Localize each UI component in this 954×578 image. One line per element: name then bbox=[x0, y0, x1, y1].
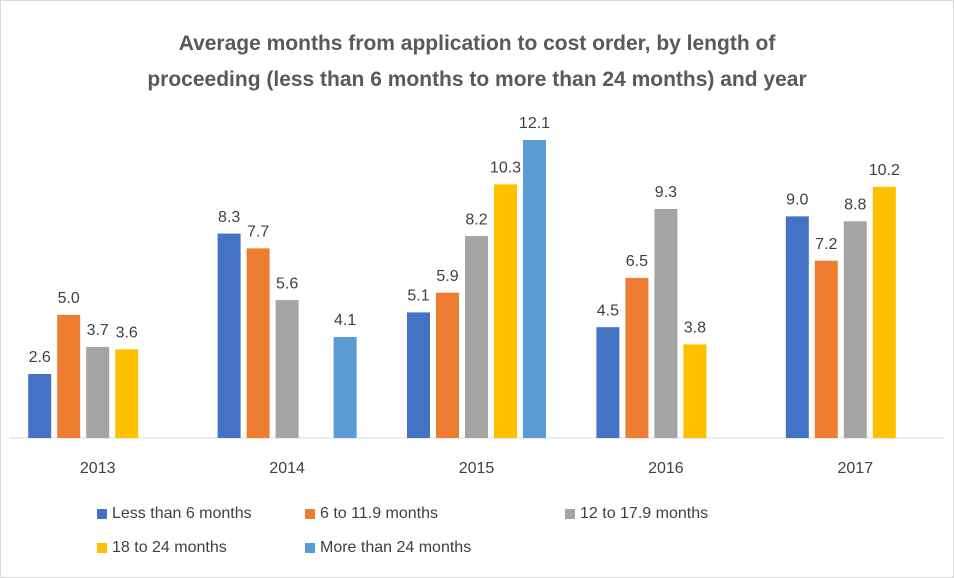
bar bbox=[217, 233, 241, 438]
bar bbox=[246, 248, 270, 438]
data-label: 7.7 bbox=[247, 224, 269, 241]
data-label: 7.2 bbox=[815, 236, 837, 253]
legend-label: More than 24 months bbox=[320, 539, 471, 556]
legend-label: Less than 6 months bbox=[112, 505, 252, 522]
data-label: 9.0 bbox=[786, 192, 808, 209]
data-label: 3.8 bbox=[684, 320, 706, 337]
bar bbox=[683, 344, 707, 438]
legend-swatch bbox=[305, 543, 315, 553]
bar bbox=[465, 236, 488, 438]
legend-swatch bbox=[305, 509, 315, 519]
data-label: 9.3 bbox=[655, 184, 677, 201]
data-label: 8.3 bbox=[218, 209, 240, 226]
data-label: 8.2 bbox=[465, 211, 487, 228]
legend-swatch bbox=[97, 509, 107, 519]
data-label: 5.0 bbox=[58, 290, 80, 307]
bar bbox=[28, 373, 52, 438]
legend-label: 12 to 17.9 months bbox=[580, 505, 708, 522]
data-label: 5.9 bbox=[436, 268, 458, 285]
x-tick-label: 2014 bbox=[269, 460, 305, 477]
bar bbox=[115, 349, 139, 438]
bar bbox=[57, 314, 81, 438]
x-tick-label: 2013 bbox=[80, 460, 116, 477]
legend-label: 6 to 11.9 months bbox=[320, 505, 438, 522]
bar bbox=[596, 327, 620, 438]
chart-title: Average months from application to cost … bbox=[147, 32, 807, 91]
bar bbox=[654, 208, 678, 438]
data-label: 3.6 bbox=[116, 325, 138, 342]
data-label: 10.2 bbox=[869, 162, 900, 179]
bar bbox=[785, 216, 809, 438]
data-label: 4.5 bbox=[597, 302, 619, 319]
data-label: 5.6 bbox=[276, 275, 298, 292]
bar bbox=[436, 292, 459, 438]
data-label: 5.1 bbox=[407, 288, 429, 305]
bar bbox=[843, 221, 867, 438]
data-label: 4.1 bbox=[334, 312, 356, 329]
bar bbox=[407, 312, 430, 438]
x-tick-label: 2015 bbox=[459, 460, 495, 477]
data-label: 6.5 bbox=[626, 253, 648, 270]
bar bbox=[523, 140, 546, 438]
legend-swatch bbox=[97, 543, 107, 553]
data-label: 2.6 bbox=[29, 349, 51, 366]
data-label: 10.3 bbox=[490, 160, 521, 177]
data-label: 12.1 bbox=[519, 115, 550, 132]
bar bbox=[333, 337, 357, 438]
bar bbox=[86, 346, 110, 438]
legend-swatch bbox=[565, 509, 575, 519]
data-label: 3.7 bbox=[87, 322, 109, 339]
x-tick-label: 2016 bbox=[648, 460, 684, 477]
x-tick-label: 2017 bbox=[838, 460, 874, 477]
bar bbox=[275, 300, 299, 438]
bar bbox=[872, 186, 896, 438]
legend-label: 18 to 24 months bbox=[112, 539, 227, 556]
bar bbox=[625, 277, 649, 438]
bar bbox=[814, 260, 838, 438]
bar bbox=[494, 184, 517, 438]
data-label: 8.8 bbox=[844, 196, 866, 213]
